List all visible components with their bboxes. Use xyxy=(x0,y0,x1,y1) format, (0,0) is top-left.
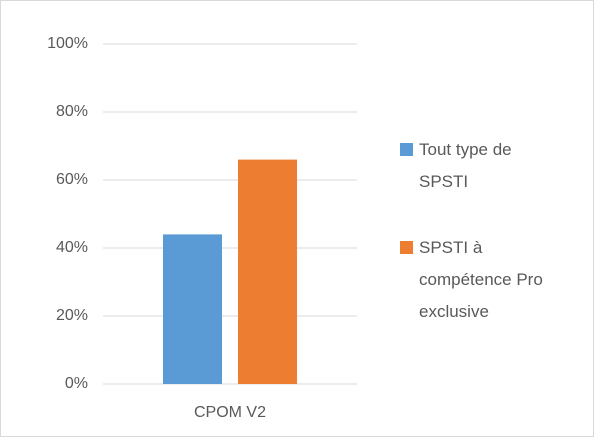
x-tick-label: CPOM V2 xyxy=(194,404,266,421)
y-tick-label: 80% xyxy=(56,103,88,120)
legend-label: Tout type de SPSTI xyxy=(419,140,512,191)
legend-entry: Tout type de SPSTI xyxy=(400,134,570,198)
bar xyxy=(238,159,297,384)
y-tick-label: 20% xyxy=(56,307,88,324)
legend-swatch xyxy=(400,241,413,254)
y-tick-label: 0% xyxy=(65,375,88,392)
legend-entry: SPSTI à compétence Pro exclusive xyxy=(400,232,570,328)
y-tick-label: 100% xyxy=(47,35,88,52)
legend-swatch xyxy=(400,143,413,156)
y-tick-label: 60% xyxy=(56,171,88,188)
legend-label: SPSTI à compétence Pro exclusive xyxy=(419,238,543,321)
y-tick-label: 40% xyxy=(56,239,88,256)
bar xyxy=(163,234,222,384)
